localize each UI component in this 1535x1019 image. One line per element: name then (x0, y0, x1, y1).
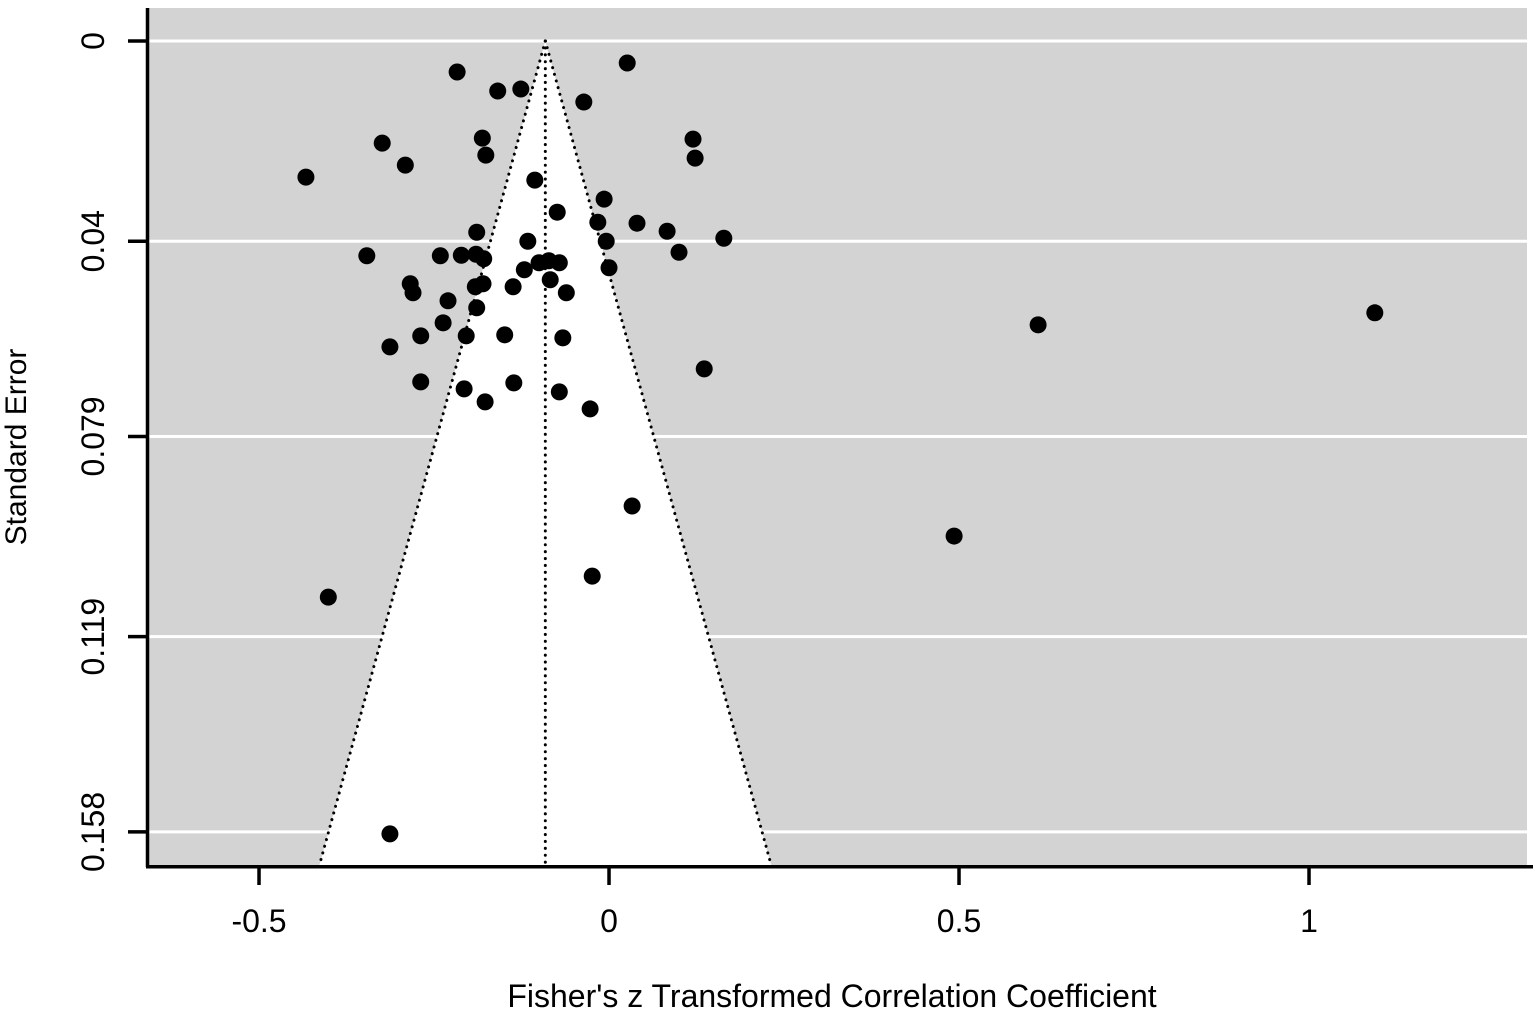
data-point (477, 146, 495, 164)
data-point (468, 299, 486, 317)
data-point (448, 63, 466, 81)
data-point (575, 93, 593, 111)
data-point (589, 213, 607, 231)
axis-ticks: -0.5 0 0.5 1 0 0.04 0.079 0.119 0.158 (75, 32, 1318, 939)
data-point (412, 327, 430, 345)
data-point (519, 232, 537, 250)
y-tick-label: 0.158 (75, 792, 111, 872)
data-point (381, 338, 399, 356)
data-point (623, 497, 641, 515)
gridlines (148, 39, 1527, 834)
axes (145, 8, 1533, 869)
data-point (595, 190, 613, 208)
data-point (476, 393, 494, 411)
data-point (550, 254, 568, 272)
x-tick-label: 0 (600, 903, 618, 939)
y-tick-label: 0.119 (75, 598, 111, 676)
data-point (512, 80, 530, 98)
x-tick-label: 0.5 (937, 903, 981, 939)
data-point (581, 400, 599, 418)
data-point (439, 292, 457, 310)
data-point (548, 203, 566, 221)
data-point (319, 588, 337, 606)
data-point (489, 82, 507, 100)
data-point (658, 222, 676, 240)
data-point (686, 149, 704, 167)
data-point (452, 246, 470, 264)
data-point (412, 373, 430, 391)
y-axis-title: Standard Error (0, 349, 33, 546)
data-point (457, 327, 475, 345)
y-tick-label: 0.079 (75, 396, 111, 476)
data-point (600, 259, 618, 277)
data-point (373, 134, 391, 152)
data-point (475, 250, 493, 268)
data-point (434, 314, 452, 332)
data-point (504, 278, 522, 296)
x-axis-title: Fisher's z Transformed Correlation Coeff… (507, 978, 1156, 1014)
data-point (550, 383, 568, 401)
data-point (618, 54, 636, 72)
x-tick-label: -0.5 (231, 903, 286, 939)
data-point (628, 214, 646, 232)
data-point (358, 247, 376, 265)
data-point (431, 247, 449, 265)
funnel-right-edge-dotted-line (543, 39, 773, 868)
data-point (945, 527, 963, 545)
data-point (695, 360, 713, 378)
funnel-left-edge-dotted-line (317, 39, 547, 868)
y-tick-label: 0 (75, 32, 111, 50)
x-tick-label: 1 (1300, 903, 1318, 939)
data-point (670, 243, 688, 261)
data-point (715, 229, 733, 247)
data-point (297, 168, 315, 186)
data-point (505, 374, 523, 392)
data-point (526, 171, 544, 189)
data-point (474, 275, 492, 293)
data-point (1029, 316, 1047, 334)
data-point (455, 380, 473, 398)
data-point (396, 156, 414, 174)
data-point (541, 271, 559, 289)
data-point (404, 284, 422, 302)
data-point (468, 223, 486, 241)
data-point (496, 326, 514, 344)
data-point (684, 130, 702, 148)
data-point (1366, 304, 1384, 322)
data-point (583, 567, 601, 585)
data-point (473, 129, 491, 147)
data-point (597, 232, 615, 250)
data-point (554, 329, 572, 347)
data-point (381, 825, 399, 843)
y-tick-label: 0.04 (75, 210, 111, 272)
data-point (515, 261, 533, 279)
data-point (557, 284, 575, 302)
funnel-region (317, 39, 773, 868)
data-points (297, 54, 1384, 843)
